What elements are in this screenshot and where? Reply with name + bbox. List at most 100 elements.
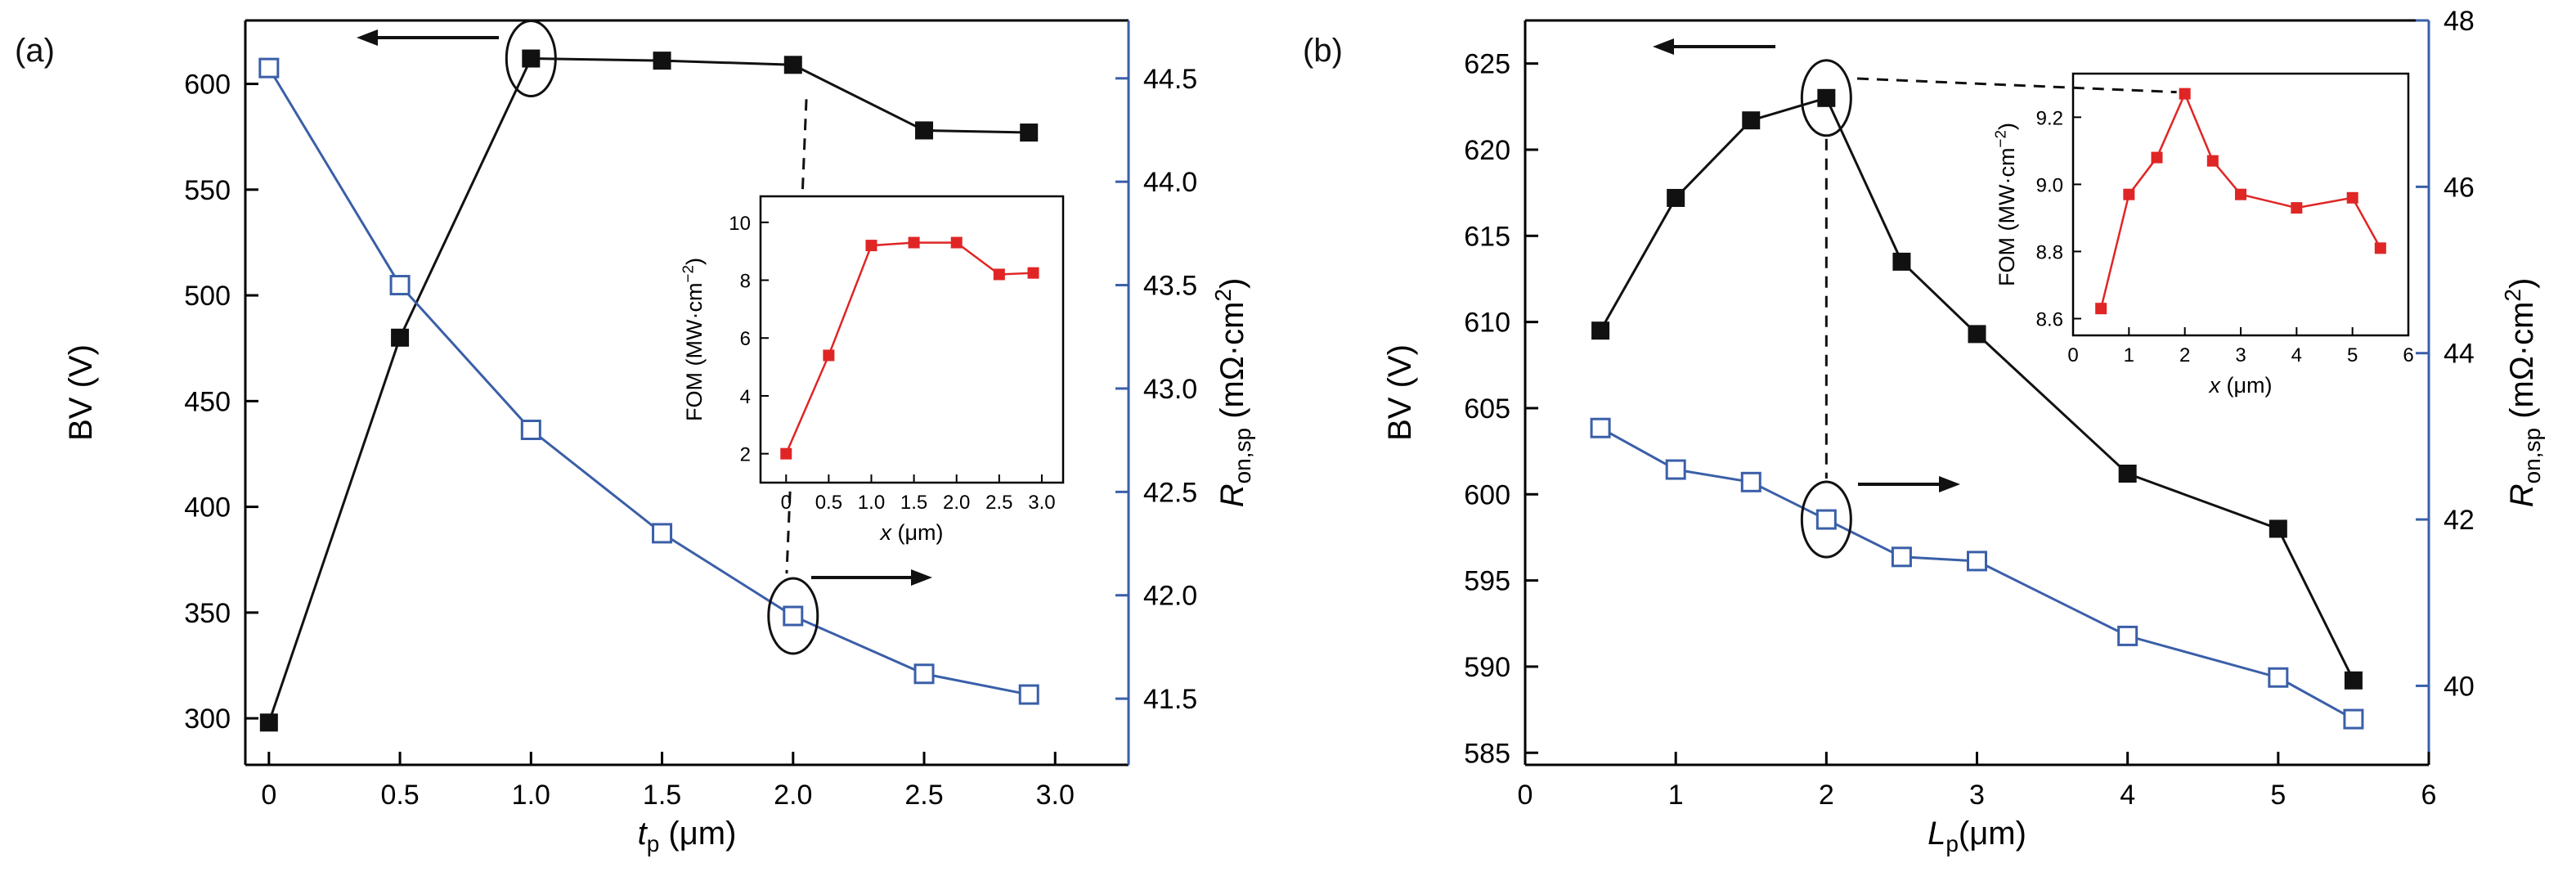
x-axis-label: Lp(μm) <box>1928 816 2026 856</box>
inset-x-tick-label: 4 <box>2291 344 2302 366</box>
right-axis-label: Ron,sp (mΩ·cm2) <box>1210 278 1255 508</box>
left-axis-arrow <box>1653 38 1775 55</box>
inset-x-tick-label: 1 <box>2124 344 2134 366</box>
axes: 0 0.5 1.0 1.5 2.0 2.5 3.0300350400450500550600… <box>63 19 1255 856</box>
left-tick-label: 620 <box>1464 135 1510 166</box>
right-tick-label: 44.5 <box>1143 64 1197 95</box>
ron-sp-series-markers <box>1590 417 2364 730</box>
left-tick-label: 400 <box>184 492 231 524</box>
right-tick-label: 46 <box>2444 172 2475 203</box>
left-axis-arrow <box>357 29 499 46</box>
right-axis-label: Ron,sp (mΩ·cm2) <box>2500 278 2545 508</box>
x-tick-label: 2.0 <box>774 780 812 811</box>
series <box>1590 88 2364 730</box>
x-tick-label: 3 <box>1969 780 1985 811</box>
ron-sp-series-line <box>1600 426 2354 721</box>
inset-y-tick-label: 10 <box>729 213 751 235</box>
x-tick-label: 3.0 <box>1036 780 1075 811</box>
x-tick-label: 5 <box>2270 780 2286 811</box>
left-tick-label: 625 <box>1464 49 1510 80</box>
highlight-ellipse <box>767 577 819 655</box>
left-tick-label: 605 <box>1464 393 1510 425</box>
left-tick-label: 350 <box>184 598 231 629</box>
inset-x-tick-label: 3 <box>2235 344 2246 366</box>
inset-x-tick-label: 5 <box>2347 344 2358 366</box>
axes: 0 1 2 3 4 5 6585590595600605610615620625404244… <box>1382 6 2545 856</box>
inset-y-tick-label: 8 <box>740 271 751 293</box>
left-tick-label: 610 <box>1464 308 1510 339</box>
x-tick-label: 6 <box>2421 780 2437 811</box>
series <box>258 49 1039 732</box>
x-tick-label: 1.0 <box>512 780 550 811</box>
left-tick-label: 450 <box>184 386 231 417</box>
panel-a-chart: 0 0.5 1.0 1.5 2.0 2.5 3.0300350400450500550600… <box>63 19 1255 856</box>
inset-y-tick-label: 8.8 <box>2036 241 2063 263</box>
annotations <box>1653 38 2177 559</box>
inset-x-axis-label: x (μm) <box>2207 373 2272 398</box>
panel-b-label: (b) <box>1303 33 1343 69</box>
left-tick-label: 300 <box>184 703 231 735</box>
left-tick-label: 595 <box>1464 566 1510 597</box>
inset-y-axis-label: FOM (MW·cm−2) <box>680 258 707 421</box>
fom-inset: 0 1 2 3 4 5 6 8.6 8.8 9.0 9.2 x (μm) FOM (MW·cm−2) <box>1993 72 2414 398</box>
inset-x-tick-label: 6 <box>2403 344 2413 366</box>
left-tick-label: 600 <box>1464 479 1510 510</box>
inset-y-tick-label: 9.2 <box>2036 107 2063 129</box>
right-tick-label: 41.5 <box>1143 684 1197 715</box>
right-tick-label: 42 <box>2444 505 2475 536</box>
left-tick-label: 585 <box>1464 738 1510 769</box>
bv-series-markers <box>1591 88 2363 690</box>
annotations <box>357 20 932 655</box>
left-axis-label: BV (V) <box>1382 344 1418 441</box>
fom-inset: 0 0.5 1.0 1.5 2.0 2.5 3.0 2 4 6 8 10 x (μm) FOM (MW·c… <box>680 195 1065 545</box>
fom-series-markers <box>780 236 1039 460</box>
x-tick-label: 2.5 <box>904 780 943 811</box>
inset-x-tick-label: 0.5 <box>815 492 842 514</box>
right-tick-label: 48 <box>2444 6 2475 37</box>
x-tick-label: 1 <box>1668 780 1684 811</box>
left-tick-label: 500 <box>184 281 231 312</box>
left-tick-label: 615 <box>1464 221 1510 252</box>
inset-x-tick-label: 1.5 <box>900 492 927 514</box>
inset-x-tick-label: 2.0 <box>943 492 970 514</box>
x-tick-label: 0 <box>261 780 276 811</box>
right-tick-label: 42.0 <box>1143 581 1197 612</box>
panel-a: (a) 0 0.5 1.0 1.5 2.0 2.5 3.0 300 350 400 450 500 55… <box>15 19 1255 856</box>
x-axis-label: tp (μm) <box>638 816 737 856</box>
inset-x-axis-label: x (μm) <box>878 520 943 545</box>
left-tick-label: 590 <box>1464 652 1510 683</box>
right-tick-label: 44.0 <box>1143 167 1197 198</box>
right-tick-label: 44 <box>2444 339 2475 370</box>
inset-y-tick-label: 6 <box>740 328 751 350</box>
inset-y-axis-label: FOM (MW·cm−2) <box>1993 123 2019 286</box>
highlight-ellipse <box>1800 59 1852 137</box>
left-tick-label: 600 <box>184 70 231 101</box>
ron-sp-series-markers <box>258 57 1039 705</box>
x-tick-label: 1.5 <box>643 780 681 811</box>
highlight-ellipse <box>505 20 557 98</box>
right-axis-arrow <box>811 569 932 586</box>
inset-x-tick-label: 2.5 <box>985 492 1012 514</box>
inset-x-tick-label: 0 <box>781 492 792 514</box>
right-tick-label: 40 <box>2444 671 2475 702</box>
right-tick-label: 42.5 <box>1143 477 1197 508</box>
x-tick-label: 4 <box>2120 780 2135 811</box>
panel-b-chart: 0 1 2 3 4 5 6585590595600605610615620625404244… <box>1382 6 2545 856</box>
inset-y-tick-label: 2 <box>740 444 751 466</box>
left-tick-label: 550 <box>184 175 231 206</box>
dash-to-inset-peak <box>1856 77 2177 94</box>
inset-y-tick-label: 9.0 <box>2036 174 2063 196</box>
inset-x-tick-label: 2 <box>2179 344 2190 366</box>
right-tick-label: 43.5 <box>1143 271 1197 302</box>
x-tick-label: 0 <box>1518 780 1533 811</box>
right-tick-label: 43.0 <box>1143 374 1197 405</box>
inset-y-tick-label: 4 <box>740 386 751 408</box>
highlight-ellipse <box>1800 480 1852 559</box>
fom-series-markers <box>2095 88 2386 315</box>
inset-x-tick-label: 0 <box>2067 344 2078 366</box>
inset-x-tick-label: 3.0 <box>1028 492 1055 514</box>
inset-y-tick-label: 8.6 <box>2036 308 2063 330</box>
panel-a-label: (a) <box>15 33 55 69</box>
inset-x-tick-label: 1.0 <box>858 492 885 514</box>
